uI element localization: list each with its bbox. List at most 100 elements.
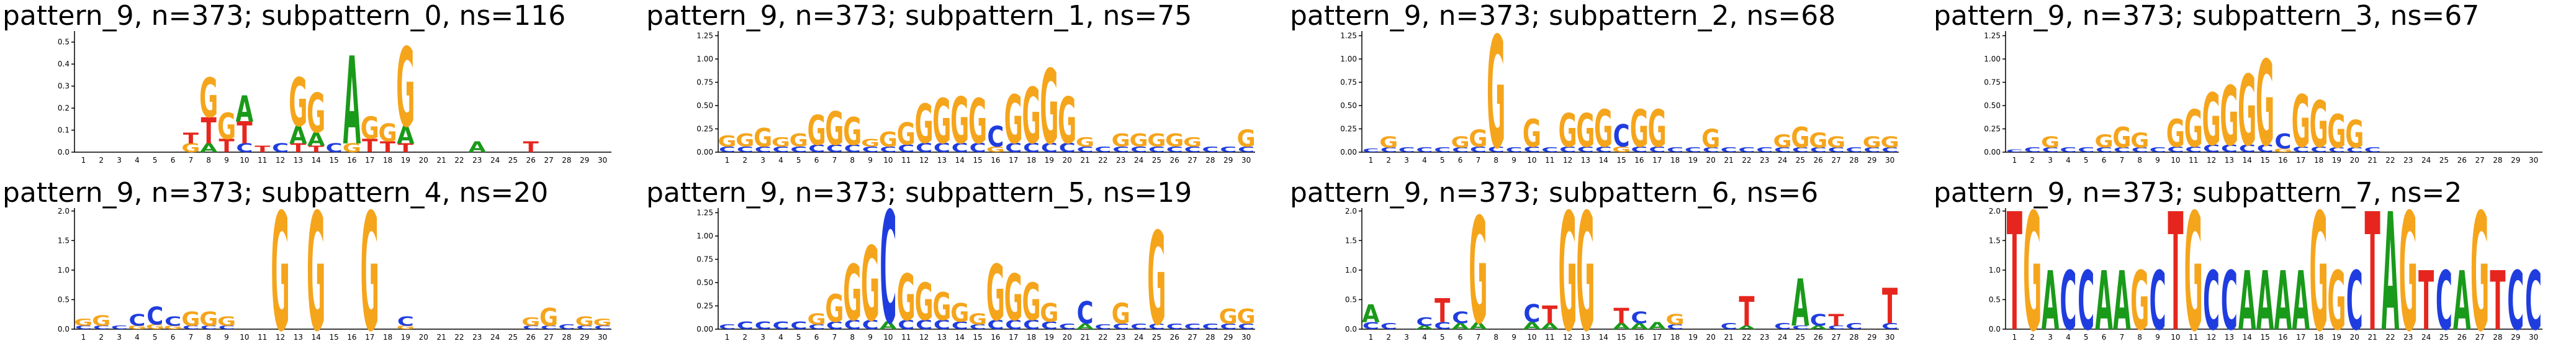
logo-letter-C: C: [594, 325, 611, 330]
x-tick-label: 26: [1170, 156, 1179, 165]
logo-letter-G: G: [1558, 104, 1577, 158]
x-tick-label: 24: [2421, 156, 2431, 165]
x-tick-label: 16: [1634, 156, 1644, 165]
logo-letter-G: G: [1040, 48, 1058, 168]
logo-letter-C: C: [772, 320, 789, 332]
x-tick-label: 15: [973, 333, 982, 342]
logo-letter-C: C: [1541, 147, 1558, 154]
x-tick-label: 10: [883, 333, 893, 342]
x-tick-label: 26: [1814, 156, 1823, 165]
x-tick-label: 10: [2171, 156, 2180, 165]
x-tick-label: 22: [1742, 333, 1751, 342]
logo-letter-G: G: [2274, 148, 2292, 154]
logo-letter-C: C: [1220, 145, 1236, 154]
logo-letter-C: C: [1380, 322, 1397, 332]
logo-letter-G: G: [2470, 179, 2489, 354]
y-tick-label: 0.00: [1984, 148, 2001, 157]
logo-letter-T: T: [1739, 289, 1754, 335]
x-tick-label: 22: [2385, 333, 2395, 342]
x-tick-label: 8: [206, 333, 211, 342]
logo-letter-G: G: [1791, 122, 1809, 155]
y-tick-label: 0.3: [58, 82, 70, 91]
logo-letter-G: G: [879, 129, 898, 152]
logo-letter-C: C: [934, 140, 950, 155]
x-tick-label: 5: [1440, 333, 1445, 342]
logo-panel-4: pattern_9, n=373; subpattern_4, ns=20 0.…: [0, 177, 644, 354]
logo-chart-2: 0.000.250.500.751.001.251C2CG3C4C5C6CG7C…: [1340, 4, 1899, 183]
x-tick-label: 18: [383, 156, 392, 165]
logo-letter-A: A: [1631, 322, 1649, 332]
x-tick-label: 6: [171, 333, 176, 342]
x-tick-label: 19: [1045, 156, 1054, 165]
x-tick-label: 27: [1831, 156, 1840, 165]
logo-letter-C: C: [1845, 147, 1862, 154]
x-tick-label: 17: [1009, 156, 1018, 165]
x-tick-label: 29: [1223, 333, 1233, 342]
logo-letter-C: C: [1184, 322, 1201, 331]
y-tick-label: 1.00: [1340, 55, 1357, 63]
logo-letter-G: G: [807, 311, 826, 328]
logo-letter-C: C: [719, 324, 736, 331]
x-tick-label: 19: [1688, 333, 1698, 342]
y-tick-label: 0.0: [1345, 325, 1357, 334]
logo-letter-A: A: [2274, 254, 2292, 348]
y-tick-label: 0.25: [1984, 125, 2001, 134]
logo-letter-G: G: [146, 324, 164, 331]
x-tick-label: 7: [832, 156, 837, 165]
logo-letter-T: T: [398, 141, 413, 155]
logo-letter-C: C: [1202, 322, 1218, 331]
y-tick-label: 0.0: [58, 325, 70, 334]
x-tick-label: 7: [1476, 156, 1481, 165]
logo-letter-C: C: [1380, 147, 1397, 154]
logo-letter-C: C: [397, 314, 414, 329]
logo-letter-A: A: [2382, 179, 2400, 354]
logo-letter-C: C: [1362, 148, 1379, 154]
y-tick-label: 0.75: [696, 78, 713, 87]
x-tick-label: 4: [778, 156, 783, 165]
x-tick-label: 25: [2439, 156, 2449, 165]
logo-letter-C: C: [1506, 147, 1523, 154]
logo-letter-T: T: [308, 143, 324, 154]
y-tick-label: 0.00: [1340, 148, 1357, 157]
logo-letter-A: A: [2292, 254, 2310, 348]
x-tick-label: 26: [1170, 333, 1179, 342]
x-tick-label: 12: [276, 156, 285, 165]
logo-letter-C: C: [1023, 317, 1040, 332]
logo-letter-A: A: [1469, 320, 1487, 332]
logo-letter-C: C: [576, 325, 593, 330]
x-tick-label: 1: [1369, 156, 1374, 165]
x-tick-label: 13: [2225, 333, 2234, 342]
logo-letter-G: G: [2166, 111, 2185, 156]
logo-letter-C: C: [1523, 145, 1540, 154]
logo-letter-T: T: [2418, 254, 2434, 348]
x-tick-label: 14: [1599, 156, 1608, 165]
logo-letter-C: C: [1863, 147, 1880, 154]
logo-letter-C: C: [1094, 324, 1111, 331]
y-tick-label: 0.25: [696, 302, 713, 311]
logo-letter-G: G: [950, 84, 969, 158]
logo-letter-C: C: [200, 325, 217, 330]
y-tick-label: 0.75: [696, 255, 713, 264]
logo-letter-T: T: [219, 135, 235, 157]
logo-letter-C: C: [541, 325, 557, 330]
x-tick-label: 28: [1205, 333, 1215, 342]
x-tick-label: 23: [2403, 333, 2413, 342]
x-tick-label: 28: [2493, 333, 2502, 342]
panel-title: pattern_9, n=373; subpattern_3, ns=67: [1934, 0, 2480, 32]
logo-letter-C: C: [164, 314, 181, 329]
x-tick-label: 28: [562, 333, 571, 342]
logo-letter-G: G: [1147, 205, 1166, 353]
x-tick-label: 16: [991, 333, 1000, 342]
logo-letter-C: C: [1703, 147, 1719, 154]
x-tick-label: 25: [1796, 333, 1805, 342]
logo-letter-C: C: [128, 311, 145, 330]
x-tick-label: 18: [2314, 333, 2323, 342]
logo-letter-C: C: [218, 325, 235, 330]
logo-letter-C: C: [1059, 140, 1076, 155]
x-tick-label: 17: [1652, 333, 1662, 342]
logo-letter-G: G: [1183, 135, 1202, 150]
logo-letter-C: C: [2292, 145, 2309, 154]
x-tick-label: 4: [2066, 156, 2071, 165]
logo-letter-T: T: [523, 138, 539, 156]
